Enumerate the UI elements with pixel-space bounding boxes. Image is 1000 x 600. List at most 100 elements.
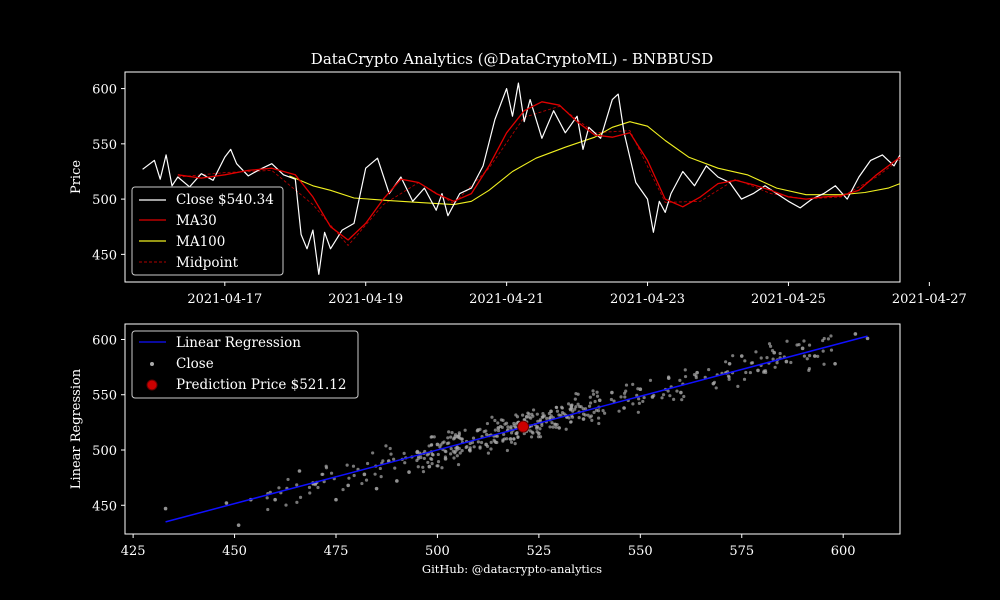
price-axes: 2021-04-17 2021-04-19 2021-04-21 2021-04-23…	[92, 71, 967, 307]
close-scatter-point	[435, 442, 440, 447]
close-scatter-point	[493, 439, 497, 444]
close-scatter-point	[458, 451, 462, 455]
close-scatter-point	[284, 503, 288, 507]
close-scatter-point	[554, 405, 559, 410]
close-scatter-point	[513, 442, 517, 446]
close-scatter-point	[524, 415, 529, 419]
close-scatter-point	[476, 440, 480, 444]
close-scatter-point	[450, 431, 454, 435]
close-scatter-point	[802, 339, 806, 343]
close-scatter-point	[320, 472, 324, 476]
close-scatter-point	[268, 490, 272, 494]
regression-xtick-label: 550	[628, 544, 653, 559]
close-scatter-point	[485, 421, 490, 426]
close-scatter-point	[637, 397, 641, 401]
close-scatter-point	[712, 380, 717, 384]
close-scatter-point	[522, 431, 526, 436]
close-scatter-point	[784, 359, 789, 364]
close-scatter-point	[540, 415, 544, 419]
close-scatter-point	[471, 436, 476, 440]
close-scatter-point	[298, 495, 303, 499]
close-scatter-point	[714, 386, 718, 390]
price-xtick-label: 2021-04-23	[610, 292, 685, 307]
close-scatter-point	[266, 507, 270, 512]
close-scatter-point	[538, 427, 542, 431]
regression-xtick-label: 575	[729, 544, 754, 559]
close-scatter-point	[464, 445, 468, 450]
close-scatter-point	[422, 456, 426, 461]
price-ylabel: Price	[69, 160, 84, 194]
close-scatter-point	[329, 471, 334, 475]
close-scatter-point	[545, 416, 549, 420]
close-scatter-point	[564, 427, 568, 431]
close-scatter-point	[743, 359, 747, 363]
close-scatter-point	[597, 421, 601, 426]
close-scatter-point	[726, 374, 731, 378]
close-scatter-point	[683, 368, 687, 372]
close-scatter-point	[595, 390, 599, 394]
close-scatter-point	[438, 445, 442, 449]
regression-axes: 425 450 475 500 525 550 575 600 450 500 550 600	[92, 323, 901, 559]
close-scatter-point	[826, 337, 831, 341]
close-scatter-point	[449, 452, 453, 456]
close-scatter-point	[484, 429, 488, 433]
close-scatter-point	[588, 401, 593, 405]
close-scatter-point	[707, 367, 711, 372]
footer-credit: GitHub: @datacrypto-analytics	[422, 562, 602, 576]
close-scatter-point	[624, 389, 628, 393]
close-scatter-point	[499, 418, 504, 422]
close-scatter-point	[435, 464, 439, 468]
price-xtick-label: 2021-04-27	[892, 292, 967, 307]
close-scatter-point	[789, 360, 793, 365]
close-scatter-point	[440, 466, 444, 470]
close-scatter-point	[515, 432, 519, 436]
close-scatter-point	[536, 419, 540, 423]
close-scatter-point	[307, 485, 312, 490]
close-scatter-point	[581, 407, 585, 411]
price-xtick-label: 2021-04-21	[469, 292, 544, 307]
close-scatter-point	[623, 395, 627, 399]
close-scatter-point	[822, 362, 826, 366]
close-scatter-point	[297, 469, 302, 473]
close-scatter-point	[365, 461, 370, 466]
close-scatter-point	[675, 389, 679, 393]
close-scatter-point	[569, 420, 573, 424]
regression-ytick-label: 450	[92, 499, 117, 514]
close-scatter-point	[588, 415, 592, 419]
close-scatter-point	[680, 398, 684, 402]
regression-plot-frame	[124, 323, 901, 535]
close-scatter-point	[426, 460, 430, 465]
close-scatter-point	[591, 392, 596, 396]
close-scatter-point	[816, 354, 820, 359]
close-scatter-point	[802, 354, 807, 358]
close-scatter-point	[265, 496, 269, 500]
close-scatter-point	[724, 360, 728, 364]
legend-scatter-label: Close	[176, 356, 214, 372]
close-scatter-point	[485, 444, 490, 449]
close-scatter-point	[631, 382, 635, 386]
close-scatter-point	[496, 421, 500, 425]
prediction-point	[517, 420, 530, 433]
close-scatter-point	[407, 470, 411, 474]
close-scatter-point	[570, 403, 574, 407]
close-scatter-point	[374, 486, 379, 491]
close-scatter-point	[472, 445, 476, 449]
regression-ytick-label: 550	[92, 389, 117, 404]
close-scatter-point	[515, 415, 520, 419]
close-scatter-point	[592, 410, 596, 414]
close-scatter-point	[468, 446, 472, 450]
close-scatter-point	[759, 356, 763, 360]
ma100-line	[289, 121, 901, 206]
close-scatter-point	[821, 338, 825, 343]
close-scatter-point	[668, 394, 672, 398]
close-scatter-point	[771, 357, 775, 361]
close-scatter-point	[821, 349, 825, 353]
close-scatter-point	[560, 406, 564, 410]
close-scatter-point	[489, 440, 493, 444]
close-scatter-point	[509, 440, 514, 444]
close-scatter-point	[419, 455, 423, 460]
close-scatter-point	[588, 395, 592, 399]
close-scatter-point	[429, 443, 433, 447]
close-scatter-point	[417, 451, 421, 455]
price-legend: Close $540.34 MA30 MA100 Midpoint	[131, 186, 284, 276]
